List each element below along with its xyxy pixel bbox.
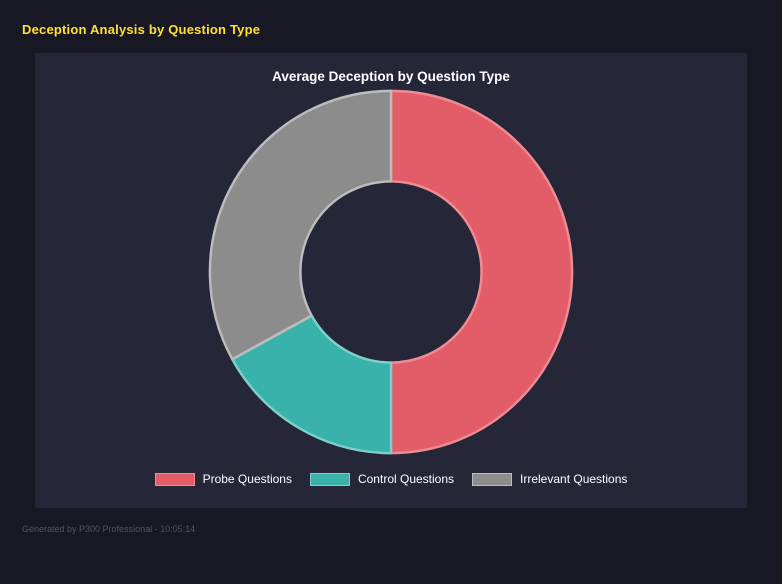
doughnut-svg [208,89,574,455]
page-title: Deception Analysis by Question Type [22,22,261,37]
doughnut-segment-control-questions [231,314,393,455]
doughnut-segment-probe-questions [389,89,574,455]
legend-label: Control Questions [357,472,455,486]
legend-item-irrelevant-questions: Irrelevant Questions [472,472,627,486]
legend-swatch [154,472,195,486]
doughnut-segment-irrelevant-questions [208,89,393,361]
footer-text: Generated by P300 Professional - 10:05:1… [22,524,196,534]
legend-label: Probe Questions [202,472,292,486]
legend-swatch [309,472,350,486]
chart-title: Average Deception by Question Type [272,69,510,84]
chart-panel: Average Deception by Question Type Probe… [35,53,747,508]
legend-item-probe-questions: Probe Questions [154,472,292,486]
legend-swatch [472,472,513,486]
chart-legend: Probe Questions Control Questions Irreleva… [154,472,627,486]
legend-item-control-questions: Control Questions [309,472,455,486]
deception-analysis-page: Deception Analysis by Question Type Aver… [0,22,782,534]
doughnut-chart [205,86,577,458]
legend-label: Irrelevant Questions [520,472,628,486]
